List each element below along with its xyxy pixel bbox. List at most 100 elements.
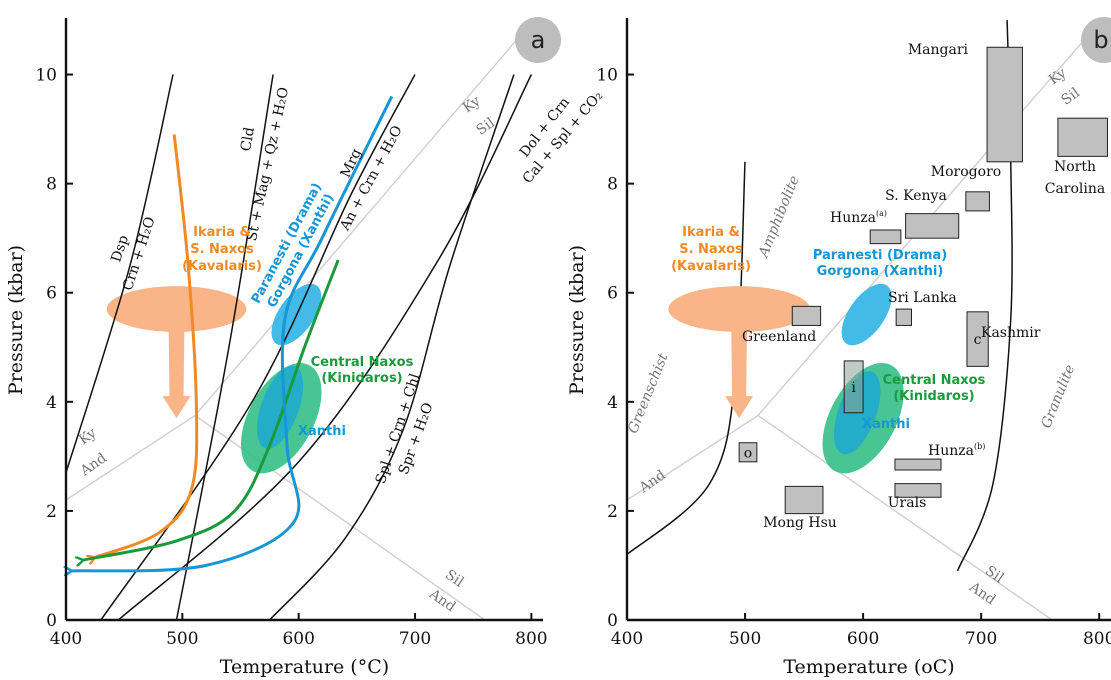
a-region-label-central-naxos-line: Central Naxos [311, 355, 414, 370]
b-locality-box-7 [966, 311, 989, 367]
a-y-tick-label: 0 [46, 611, 57, 631]
a-y-tick-label: 8 [46, 175, 57, 195]
b-region-label-xanthi: Xanthi [862, 417, 910, 432]
b-locality-box-6 [791, 305, 822, 326]
b-ky-sil-boundary [757, 20, 1103, 416]
b-locality-label-s-kenya: S. Kenya [885, 188, 947, 204]
a-pt-path-orange [95, 134, 199, 558]
a-y-tick-label: 10 [35, 66, 57, 86]
b-locality-box-11 [894, 483, 942, 498]
a-y-tick-label: 2 [46, 502, 57, 522]
a-alsi-label-and-2: And [425, 586, 458, 616]
b-y-tick-label: 8 [607, 175, 618, 195]
b-region-label-central-naxos-line: Central Naxos [883, 373, 986, 388]
b-locality-box-0 [986, 46, 1023, 163]
b-locality-label-mong-hsu: Mong Hsu [763, 515, 837, 531]
b-sil-and-boundary [757, 414, 1053, 620]
b-alsi-label-sil-2: Sil [1059, 85, 1084, 109]
panel-a-badge-label: a [531, 26, 546, 54]
a-pt-path-blue [72, 95, 394, 571]
a-x-tick-label: 800 [515, 629, 547, 649]
b-locality-label-urals: Urals [888, 495, 927, 511]
b-locality-box-5 [895, 308, 912, 326]
panel-a-badge: a [515, 17, 561, 63]
a-region-label-central-naxos-line: (Kinidaros) [321, 371, 402, 386]
b-region-label-paranesti-line: Paranesti (Drama) [813, 248, 947, 263]
panel-b: c i o Mangari North Carolina Morogoro S. Kenya… [566, 17, 1111, 678]
b-facies-label-greenschist: Greenschist [625, 351, 672, 436]
a-ky-sil-boundary [194, 20, 535, 416]
a-x-tick-label: 400 [50, 629, 82, 649]
b-x-tick-label: 700 [965, 629, 997, 649]
b-locality-label-sri-lanka: Sri Lanka [888, 290, 957, 306]
b-locality-label-hunza-a: Hunza(a) [830, 209, 887, 226]
a-reaction-curve-3 [117, 74, 533, 620]
a-alsi-label-sil: Sil [442, 567, 467, 591]
b-y-tick-label: 6 [607, 284, 618, 304]
b-y-tick-label: 0 [607, 611, 618, 631]
a-pt-path-green [84, 259, 340, 560]
b-locality-label-greenland: Greenland [742, 329, 816, 345]
b-y-tick-label: 10 [596, 66, 618, 86]
b-locality-tag-i: i [851, 380, 856, 396]
a-y-tick-label: 4 [46, 393, 57, 413]
b-x-tick-label: 500 [729, 629, 761, 649]
b-x-tick-label: 400 [611, 629, 643, 649]
b-region-label-central-naxos-line: (Kinidaros) [893, 389, 974, 404]
a-region-0 [106, 286, 247, 332]
b-locality-box-10 [894, 458, 942, 471]
b-locality-label-hunza-b-sup: (b) [974, 442, 985, 451]
a-region-label-ikaria-line: S. Naxos [190, 242, 254, 257]
panel-b-badge: b [1081, 17, 1111, 63]
b-locality-box-8 [843, 360, 864, 414]
b-locality-label-north-carolina: North [1054, 159, 1096, 175]
b-region-label-ikaria: Ikaria & S. Naxos (Kavalaris) [671, 225, 751, 274]
b-locality-box-12 [784, 485, 824, 515]
a-alsi-label-ky-2: Ky [460, 93, 484, 116]
a-y-tick-label: 6 [46, 284, 57, 304]
b-facies-boundary-0 [627, 161, 746, 556]
b-locality-label-mangari: Mangari [908, 42, 969, 58]
a-x-tick-label: 600 [282, 629, 314, 649]
b-y-tick-label: 2 [607, 502, 618, 522]
a-alsi-label-sil-2: Sil [474, 115, 499, 139]
b-x-tick-label: 600 [847, 629, 879, 649]
a-region-label-ikaria-line: Ikaria & [193, 225, 251, 240]
b-locality-label-kashmir: Kashmir [981, 325, 1041, 341]
b-decompression-arrow [725, 321, 754, 419]
b-locality-label-hunza-b: Hunza(b) [928, 442, 985, 459]
b-locality-label-hunza-a-sup: (a) [876, 209, 887, 218]
b-locality-box-3 [905, 213, 960, 239]
b-alsi-label-sil: Sil [982, 563, 1007, 587]
b-region-label-ikaria-line: S. Naxos [679, 242, 743, 257]
a-x-axis-title: Temperature (°C) [220, 656, 389, 678]
a-x-tick-label: 700 [399, 629, 431, 649]
a-region-label-central-naxos: Central Naxos (Kinidaros) [311, 355, 414, 386]
panel-b-badge-label: b [1093, 26, 1108, 54]
b-ky-and-boundary [627, 414, 759, 501]
b-locality-box-2 [965, 191, 990, 212]
b-locality-box-9 [738, 442, 758, 463]
b-alsi-label-and: And [636, 467, 669, 497]
a-region-label-ikaria: Ikaria & S. Naxos (Kavalaris) [182, 225, 262, 274]
b-alsi-label-ky-2: Ky [1046, 65, 1070, 88]
b-x-axis-title: Temperature (oC) [783, 656, 954, 678]
b-facies-label-amphibolite: Amphibolite [755, 174, 803, 262]
a-region-label-ikaria-line: (Kavalaris) [182, 259, 262, 274]
a-y-axis-title: Pressure (kbar) [5, 245, 27, 395]
b-locality-label-morogoro: Morogoro [931, 164, 1001, 180]
b-region-2 [841, 283, 892, 346]
b-y-tick-label: 4 [607, 393, 618, 413]
a-reaction-curve-0 [66, 74, 174, 473]
b-region-label-ikaria-line: (Kavalaris) [671, 259, 751, 274]
b-locality-tag-o: o [744, 445, 752, 461]
a-decompression-arrow [162, 321, 191, 419]
a-x-tick-label: 500 [166, 629, 198, 649]
a-reaction-label-1-top: Cld [238, 126, 258, 153]
b-facies-label-granulite: Granulite [1038, 362, 1078, 430]
b-region-label-paranesti-line: Gorgona (Xanthi) [817, 264, 944, 279]
a-alsi-label-and: And [77, 450, 110, 480]
b-locality-tag-c: c [974, 332, 982, 348]
